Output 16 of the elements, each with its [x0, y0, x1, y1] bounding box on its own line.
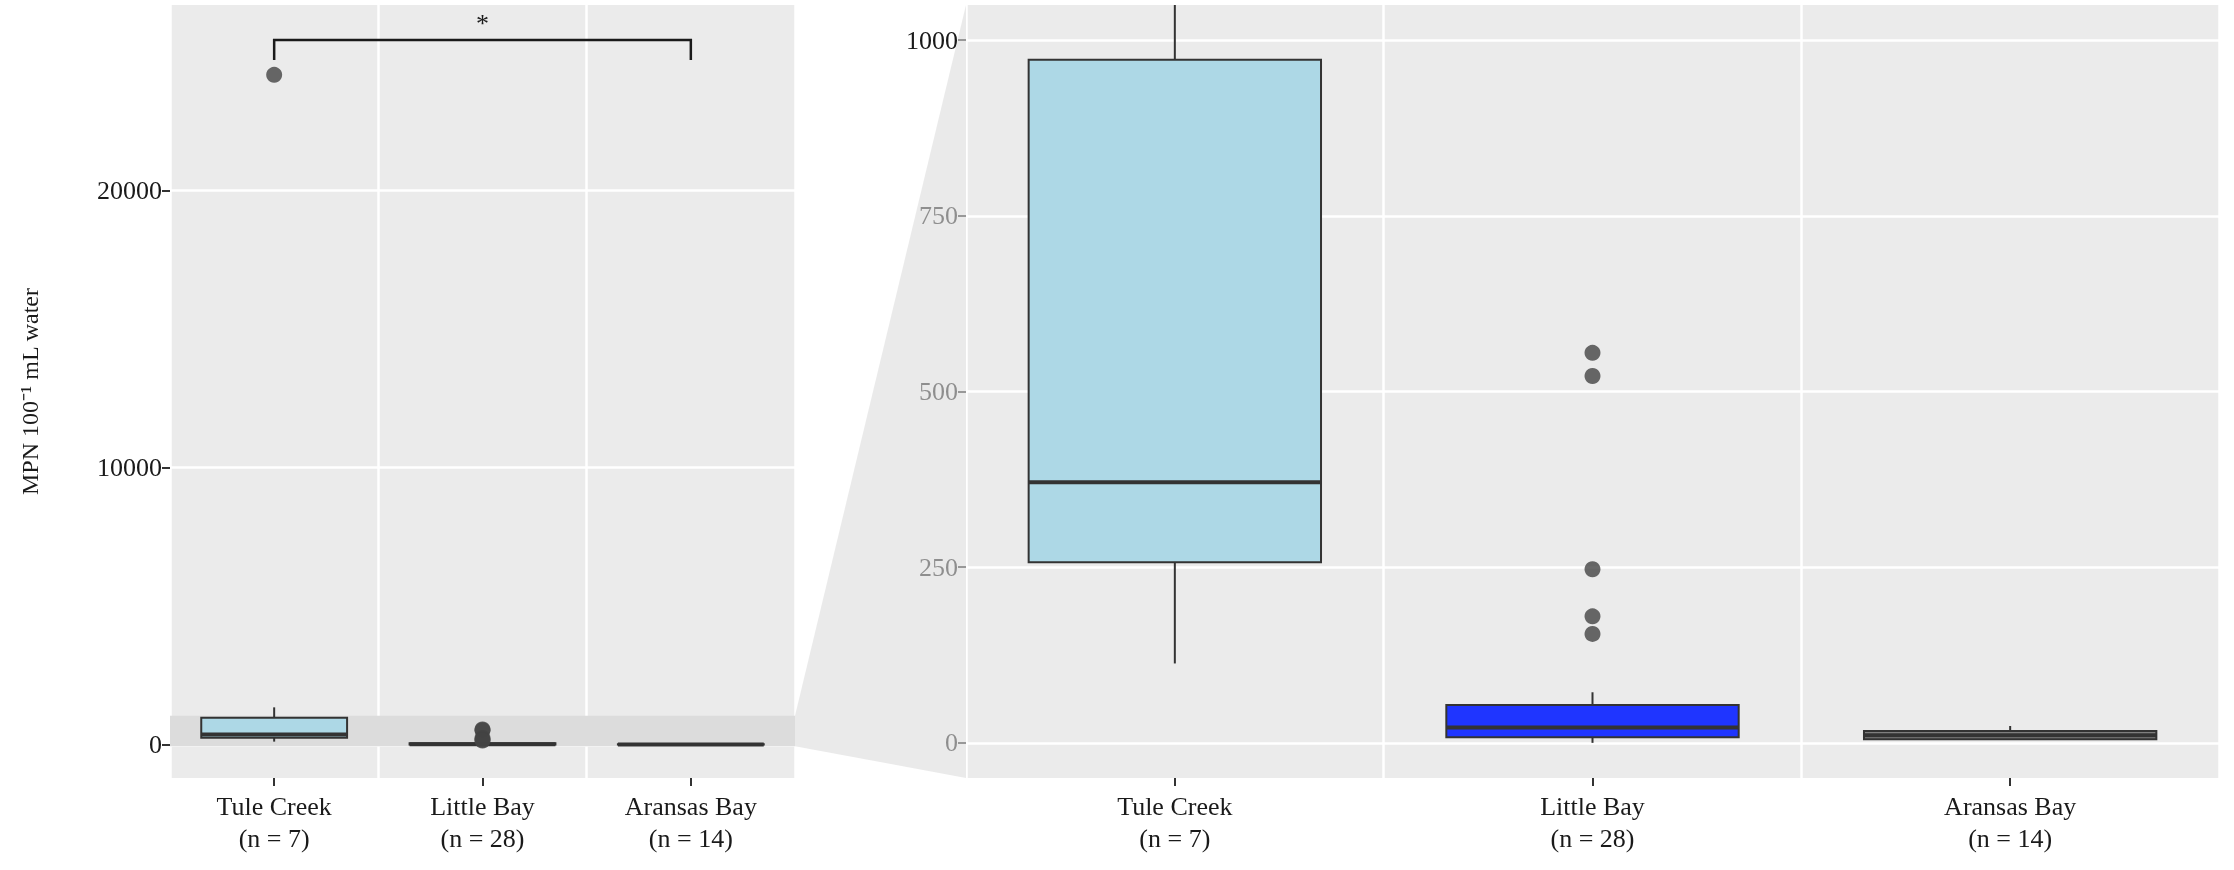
x-tick-label: Aransas Bay (n = 14)	[624, 791, 757, 853]
x-tick-label: Little Bay (n = 28)	[1540, 791, 1645, 853]
x-tick-label: Aransas Bay (n = 14)	[1944, 791, 2077, 853]
x-tick-label: Tule Creek (n = 7)	[216, 791, 332, 853]
y-tick-label: 750	[919, 201, 958, 231]
y-tick-label: 20000	[97, 176, 162, 206]
y-tick-label: 0	[149, 730, 162, 760]
y-tick-label: 0	[945, 728, 958, 758]
x-tick-label: Little Bay (n = 28)	[430, 791, 535, 853]
y-axis-title: MPN 100⁻¹ mL water	[17, 288, 43, 495]
y-tick-label: 250	[919, 552, 958, 582]
annotation: *	[476, 9, 489, 38]
y-tick-label: 500	[919, 377, 958, 406]
y-tick-label: 1000	[906, 25, 958, 55]
y-tick-label: 10000	[97, 453, 162, 483]
x-tick-label: Tule Creek (n = 7)	[1117, 791, 1233, 853]
